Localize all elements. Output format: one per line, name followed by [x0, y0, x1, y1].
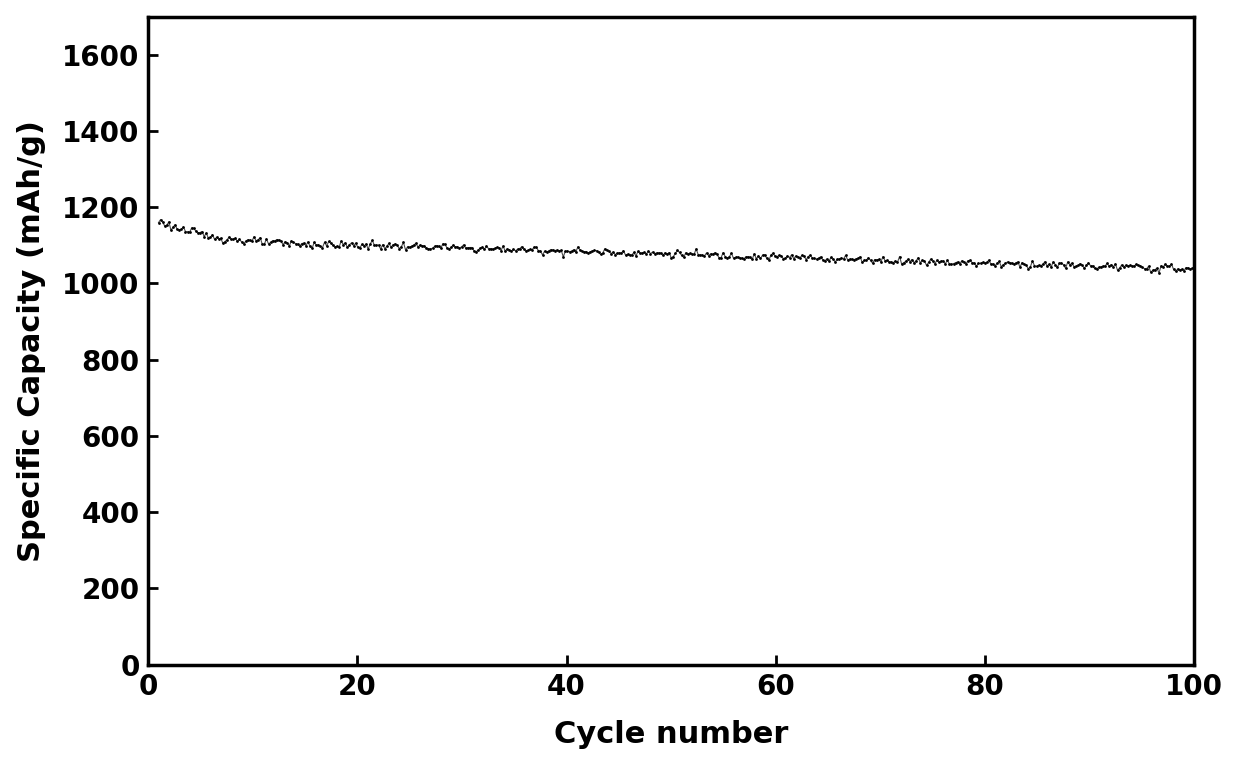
X-axis label: Cycle number: Cycle number — [554, 720, 789, 749]
Y-axis label: Specific Capacity (mAh/g): Specific Capacity (mAh/g) — [16, 119, 46, 561]
